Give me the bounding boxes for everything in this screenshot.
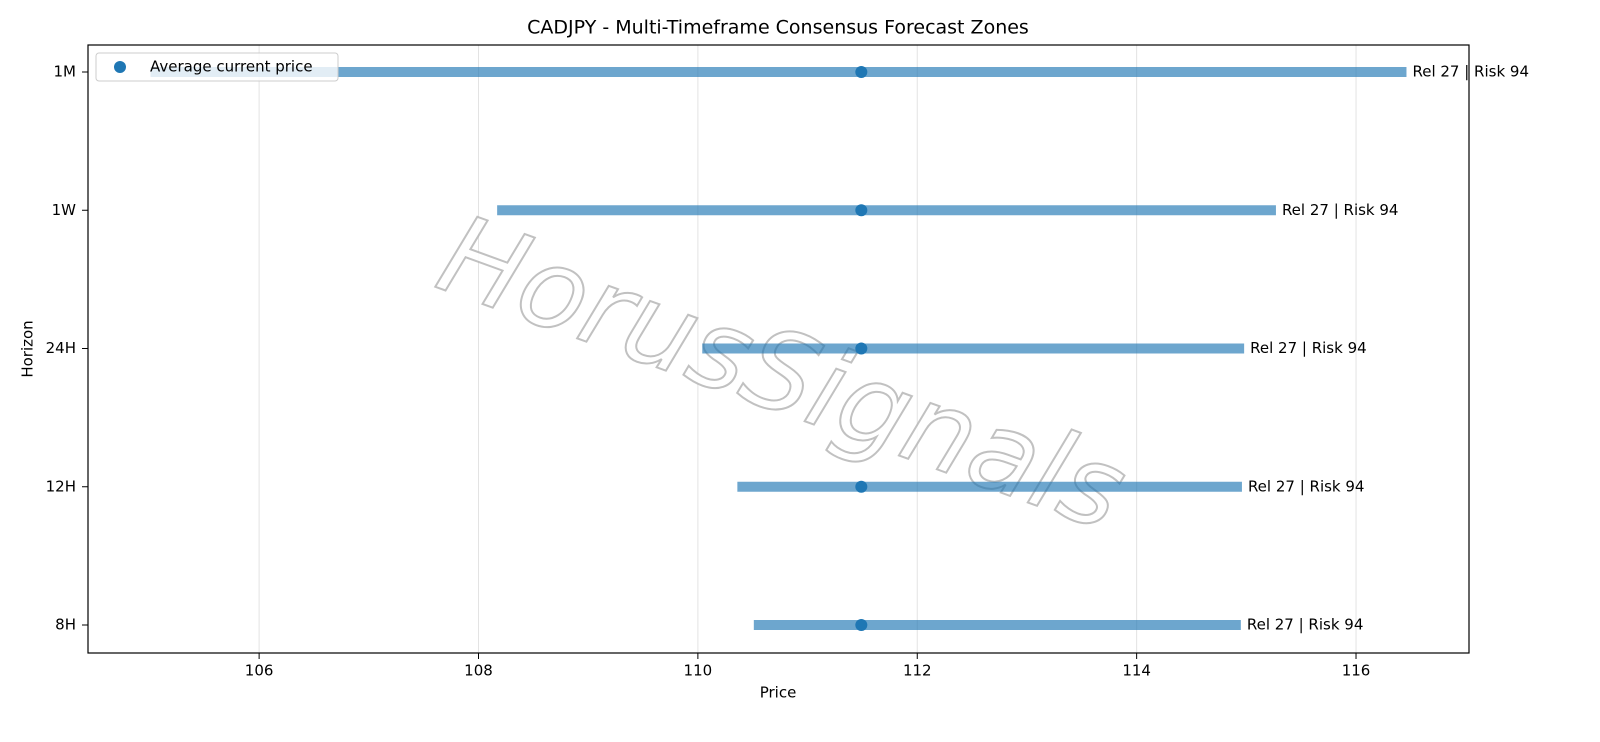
x-tick-label: 106 [245, 662, 274, 680]
current-price-dot [855, 480, 868, 493]
bar-label: Rel 27 | Risk 94 [1250, 339, 1367, 357]
x-tick-label: 108 [464, 662, 493, 680]
legend-marker [114, 61, 126, 73]
y-tick-label: 1M [54, 63, 77, 81]
y-tick-label: 1W [52, 201, 77, 219]
bar-label: Rel 27 | Risk 94 [1282, 201, 1399, 219]
plot-frame [87, 44, 1470, 654]
current-price-dot [855, 619, 868, 631]
y-tick-label: 24H [46, 339, 76, 357]
legend-label: Average current price [150, 58, 313, 76]
x-tick-label: 110 [684, 662, 713, 680]
bar-label: Rel 27 | Risk 94 [1247, 616, 1364, 634]
bar-label: Rel 27 | Risk 94 [1412, 63, 1529, 81]
x-axis-label: Price [760, 684, 797, 702]
y-tick-label: 8H [55, 616, 76, 634]
legend-box [95, 52, 339, 82]
current-price-dot [855, 66, 868, 78]
x-tick-label: 114 [1122, 662, 1151, 680]
x-tick-label: 116 [1342, 662, 1371, 680]
y-tick-label: 12H [46, 477, 76, 495]
x-tick-label: 112 [903, 662, 932, 680]
chart-title: CADJPY - Multi-Timeframe Consensus Forec… [527, 17, 1029, 39]
current-price-dot [855, 204, 868, 217]
bar-label: Rel 27 | Risk 94 [1248, 477, 1365, 495]
watermark: HorusSignals [424, 190, 1142, 556]
current-price-dot [855, 342, 868, 355]
y-axis-label: Horizon [19, 320, 37, 377]
